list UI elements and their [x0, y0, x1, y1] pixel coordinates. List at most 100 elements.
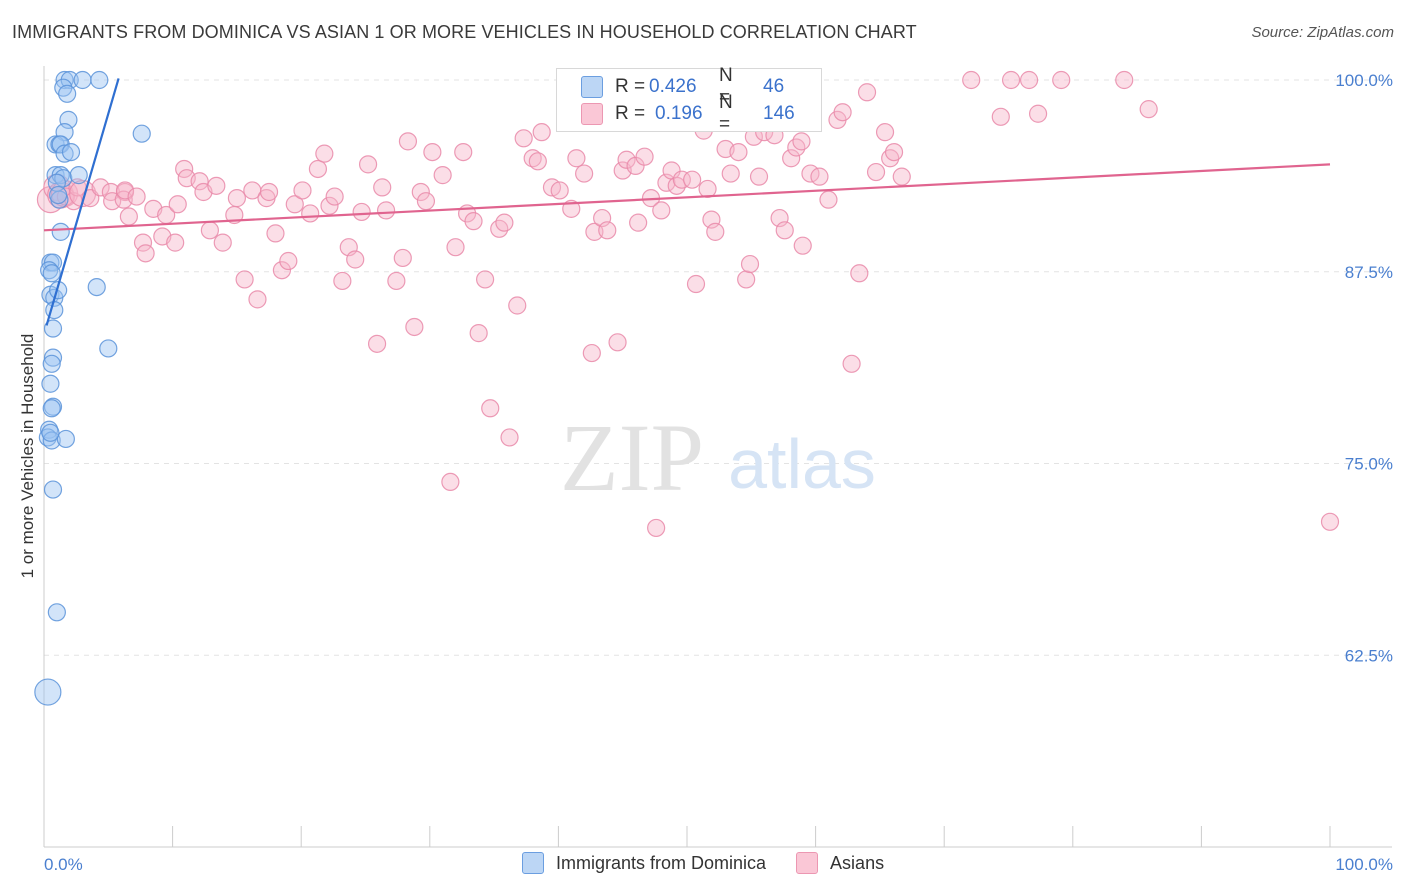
data-point-asians — [892, 167, 911, 186]
data-point-asians — [227, 189, 246, 208]
data-point-asians — [792, 132, 811, 151]
data-point-asians — [875, 123, 895, 142]
legend-swatch-pink — [581, 103, 603, 125]
stats-row-blue: R = 0.426 N = 46 — [581, 65, 803, 108]
data-point-asians — [686, 274, 706, 294]
data-point-asians — [235, 270, 254, 289]
n-label: N = — [719, 92, 733, 135]
data-point-asians — [514, 129, 533, 148]
data-point-asians — [248, 290, 267, 309]
data-point-dominica — [43, 480, 63, 499]
y-tick-label: 87.5% — [1345, 263, 1393, 282]
data-point-asians — [346, 250, 365, 269]
data-point-dominica — [41, 423, 60, 442]
legend-item-dominica: Immigrants from Dominica — [522, 852, 766, 874]
data-point-asians — [285, 195, 304, 214]
data-point-asians — [866, 162, 886, 182]
n-label: N = — [719, 65, 733, 108]
data-point-asians — [652, 201, 671, 220]
data-point-dominica — [87, 277, 106, 297]
data-point-dominica — [99, 339, 118, 358]
data-point-asians — [416, 192, 436, 211]
data-point-asians — [115, 181, 135, 200]
data-point-asians — [91, 178, 110, 197]
data-point-asians — [168, 195, 187, 214]
data-point-dominica — [49, 281, 68, 300]
data-point-asians — [398, 132, 418, 151]
data-point-asians — [500, 428, 519, 447]
data-point-asians — [884, 142, 904, 162]
data-point-asians — [200, 221, 219, 240]
points-pink — [36, 70, 1340, 538]
data-point-asians — [793, 236, 812, 255]
x-tick-labels: 0.0% 100.0% — [44, 855, 1393, 874]
r-value-pink: 0.196 — [655, 103, 703, 124]
data-point-dominica — [58, 84, 77, 103]
data-point-dominica — [55, 144, 74, 163]
data-point-asians — [737, 270, 756, 289]
data-point-asians — [259, 182, 279, 202]
data-point-asians — [857, 83, 877, 102]
data-point-asians — [315, 144, 334, 163]
r-value-blue: 0.426 — [649, 76, 697, 97]
r-label: R = — [615, 103, 646, 124]
data-point-asians — [103, 192, 122, 211]
data-point-asians — [991, 107, 1010, 126]
data-point-asians — [119, 207, 138, 226]
data-point-asians — [528, 152, 547, 171]
data-point-asians — [1001, 70, 1021, 90]
legend-label-asians: Asians — [830, 852, 885, 873]
data-point-asians — [272, 261, 292, 280]
data-point-asians — [308, 159, 328, 179]
data-point-dominica — [73, 70, 92, 90]
trendline-asians — [43, 163, 1331, 232]
data-point-asians — [523, 149, 542, 168]
data-point-asians — [1028, 104, 1048, 123]
n-value-blue: 46 — [763, 76, 785, 97]
stats-legend: R = 0.426 N = 46 R = 0.196 N = 146 — [556, 65, 822, 135]
axes — [43, 66, 1392, 848]
data-point-asians — [672, 170, 691, 189]
data-point-asians — [1052, 70, 1071, 90]
data-point-asians — [810, 167, 829, 186]
data-point-asians — [133, 233, 153, 252]
legend-item-asians: Asians — [796, 852, 884, 874]
data-point-asians — [683, 170, 702, 189]
data-point-asians — [464, 212, 483, 231]
data-point-asians — [721, 164, 740, 183]
y-tick-label: 62.5% — [1345, 646, 1393, 665]
data-point-asians — [550, 181, 569, 200]
data-point-asians — [376, 201, 396, 220]
data-point-asians — [1320, 512, 1340, 531]
source-label: Source: ZipAtlas.com — [1251, 24, 1394, 41]
data-point-dominica — [42, 264, 61, 283]
data-point-asians — [698, 179, 717, 199]
data-point-dominica — [49, 185, 68, 205]
points-blue — [34, 70, 151, 706]
data-point-asians — [358, 155, 378, 174]
data-point-asians — [454, 142, 473, 162]
data-point-asians — [617, 150, 636, 169]
gridlines — [44, 79, 1392, 656]
data-point-dominica — [40, 420, 59, 439]
data-point-asians — [647, 518, 666, 538]
data-point-asians — [411, 182, 430, 202]
data-point-asians — [598, 221, 617, 240]
data-point-asians — [373, 178, 392, 197]
data-point-dominica — [51, 135, 70, 154]
data-point-asians — [301, 204, 320, 223]
data-point-asians — [469, 324, 488, 343]
data-point-asians — [706, 222, 725, 241]
data-point-asians — [352, 202, 371, 222]
data-point-asians — [213, 233, 232, 252]
series-legend: Immigrants from Dominica Asians — [522, 852, 914, 874]
data-point-dominica — [54, 169, 73, 188]
trendlines — [43, 78, 1331, 326]
chart-title: IMMIGRANTS FROM DOMINICA VS ASIAN 1 OR M… — [12, 22, 917, 42]
data-point-asians — [279, 251, 298, 271]
data-point-asians — [387, 271, 406, 291]
data-point-asians — [629, 213, 648, 232]
legend-swatch-pink — [796, 852, 819, 874]
data-point-asians — [749, 167, 769, 186]
